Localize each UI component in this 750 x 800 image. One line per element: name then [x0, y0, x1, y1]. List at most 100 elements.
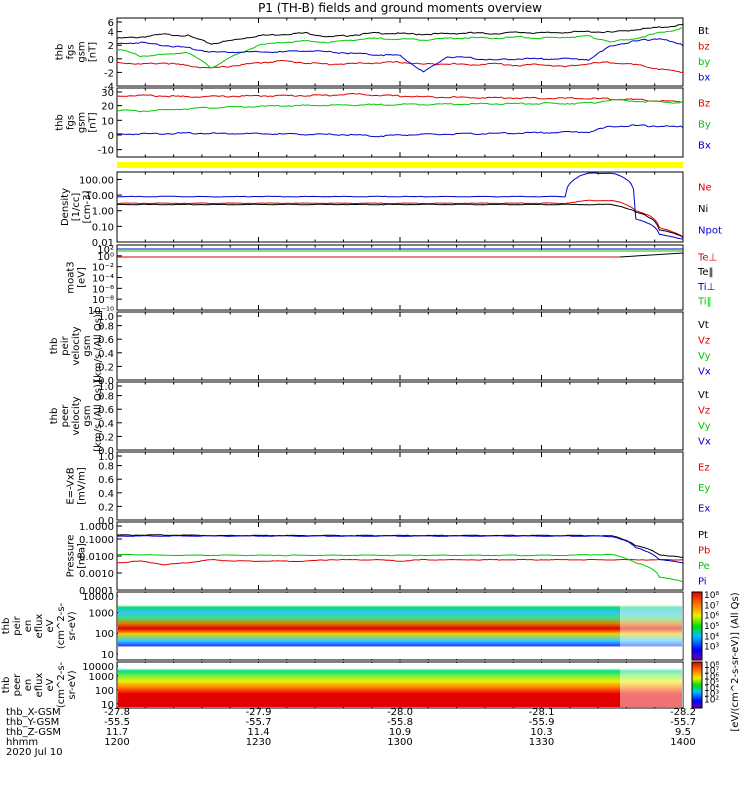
figure-title: P1 (TH-B) fields and ground moments over… — [258, 1, 542, 15]
colorbar-label-text: [eV/(cm^2-s-sr-eV)] (All Qs) — [730, 592, 741, 731]
x-row-label-y: thb_Y-GSM — [6, 717, 59, 728]
x-axis-annotation: thb_X-GSM thb_Y-GSM thb_Z-GSM hhmm 2020 … — [6, 707, 696, 758]
legend-bx: bx — [698, 72, 710, 83]
y-label-line: fgs — [66, 44, 77, 59]
legend-Vt: Vt — [698, 320, 709, 331]
x-value: 1400 — [670, 737, 695, 748]
y-axis-label: E=-VxB [mV/m] — [66, 467, 88, 505]
x-value: 11.7 — [106, 727, 128, 738]
y-label-line: [nT] — [88, 42, 99, 62]
legend-Pe: Pe — [698, 561, 710, 572]
legend-Vt: Vt — [698, 390, 709, 401]
y-label-line: thb — [1, 677, 12, 694]
y-tick-label: 1000 — [89, 672, 114, 683]
y-label-line: peer — [60, 404, 71, 428]
y-label-line: E=-VxB — [66, 467, 77, 504]
panel-frame — [116, 311, 684, 381]
colorbar-tick-label: 10³ — [704, 690, 719, 700]
y-tick-label: 100.00 — [79, 175, 114, 186]
y-label-line: peir — [60, 335, 71, 355]
legend-Te⊥: Te⊥ — [697, 252, 717, 263]
y-label-line: gsm — [77, 112, 88, 133]
series-Bz — [116, 92, 684, 103]
legend-Ti⊥: Ti⊥ — [697, 282, 715, 293]
x-value: -28.0 — [387, 707, 413, 718]
y-tick-label: 0.8 — [98, 322, 114, 333]
x-value: 1330 — [529, 737, 554, 748]
y-tick-label: 20 — [101, 102, 114, 113]
y-axis-label: thb fgs gsm [nT] — [55, 41, 99, 62]
y-tick-label: 6 — [108, 18, 114, 29]
colorbar-tick-label: 10⁷ — [704, 667, 719, 677]
legend-bz: bz — [698, 41, 710, 52]
y-tick-label: 1.0 — [98, 312, 114, 323]
legend-Vx: Vx — [698, 436, 711, 447]
panel-frame — [116, 451, 684, 521]
x-value: 1200 — [104, 737, 129, 748]
y-label-line: peer — [12, 673, 23, 697]
y-label-line: [km/s (All Qs)] — [93, 380, 104, 452]
x-value: 9.5 — [675, 727, 691, 738]
y-tick-label: 100 — [95, 686, 114, 697]
legend-Vy: Vy — [698, 351, 711, 362]
legend-Pt: Pt — [698, 530, 708, 541]
legend-Vy: Vy — [698, 421, 711, 432]
panel-density: Density [1/cc] [cm-3] 100.00 10.00 1.00 0.10 0.… — [60, 171, 722, 249]
y-label-line: velocity — [71, 396, 82, 435]
panel-peir_vel: thb peir velocity gsm [km/s (All Qs)]1.00.8 0… — [49, 310, 711, 387]
panel-efield: E=-VxB [mV/m] 1.00.8 0.6 0.4 0.2 0.0 Ez Ey Ex — [66, 451, 710, 527]
y-label-line: eflux — [34, 614, 45, 639]
y-tick-label: 10² — [97, 245, 114, 256]
y-tick-label: 10 — [101, 116, 114, 127]
x-value: -55.9 — [529, 717, 555, 728]
y-axis-label: thb peer velocity gsm [km/s (All Qs)] — [49, 380, 104, 452]
colorbar-tick-label: 10³ — [704, 643, 719, 653]
y-tick-label: 0.8 — [98, 392, 114, 403]
panel-peer_vel: thb peer velocity gsm [km/s (All Qs)]1.00.8 0… — [49, 380, 711, 457]
spectrogram — [118, 593, 682, 659]
y-axis-label: thb peir velocity gsm [km/s (All Qs)] — [49, 310, 104, 382]
legend-Ne: Ne — [698, 183, 712, 194]
y-label-line: Density — [60, 188, 71, 226]
x-value: 11.4 — [247, 727, 269, 738]
y-label-line: gsm — [77, 41, 88, 62]
y-label-line: thb — [55, 44, 66, 61]
y-label-line: [nT] — [88, 112, 99, 132]
y-tick-label: 0.6 — [98, 405, 114, 416]
legend-Ez: Ez — [698, 462, 710, 473]
spectrogram-fade — [620, 663, 683, 707]
colorbar-tick-label: 10⁶ — [704, 612, 719, 622]
y-tick-label: 10000 — [82, 662, 114, 673]
legend-Bz: Bz — [698, 99, 710, 110]
panel-frame — [116, 171, 684, 243]
x-date-label: 2020 Jul 10 — [6, 747, 63, 758]
series-Bt — [116, 23, 684, 45]
y-tick-label: 0.8 — [98, 462, 114, 473]
legend-Ey: Ey — [698, 483, 710, 494]
x-row-label-z: thb_Z-GSM — [6, 727, 61, 738]
y-tick-label: 30 — [101, 88, 114, 99]
colorbar-label: [eV/(cm^2-s-sr-eV)] (All Qs) — [730, 592, 741, 731]
y-axis-label: thb peir en eflux eV (cm^2-s-sr-eV) — [1, 602, 78, 649]
y-tick-label: 0.4 — [98, 419, 114, 430]
y-tick-label: 0.01 — [92, 238, 114, 249]
y-tick-label: 10⁻⁸ — [92, 295, 114, 306]
y-label-line: [eV] — [77, 267, 88, 288]
y-label-line: (cm^2-s- — [56, 661, 67, 708]
y-tick-label: 10⁻⁴ — [92, 274, 114, 285]
panel-fgs: thb fgs gsm [nT] 64 2 0 -2 -4 Bt bz by bx — [55, 17, 710, 93]
panel-frame — [116, 244, 684, 311]
y-tick-label: -10 — [98, 146, 114, 157]
colorbar-tick-label: 10⁴ — [704, 632, 719, 642]
y-tick-label: 0.10 — [92, 222, 114, 233]
legend-Bx: Bx — [698, 141, 711, 152]
series-Ne — [117, 199, 684, 238]
series-Te-par — [619, 252, 684, 258]
y-axis-label: thb peer en eflux eV (cm^2-s-sr-eV) — [1, 661, 78, 708]
colorbar-tick-label: 10⁷ — [704, 601, 719, 611]
y-label-line: [cm-3] — [82, 190, 93, 223]
x-value: 1300 — [387, 737, 412, 748]
y-label-line: eV — [45, 619, 56, 632]
